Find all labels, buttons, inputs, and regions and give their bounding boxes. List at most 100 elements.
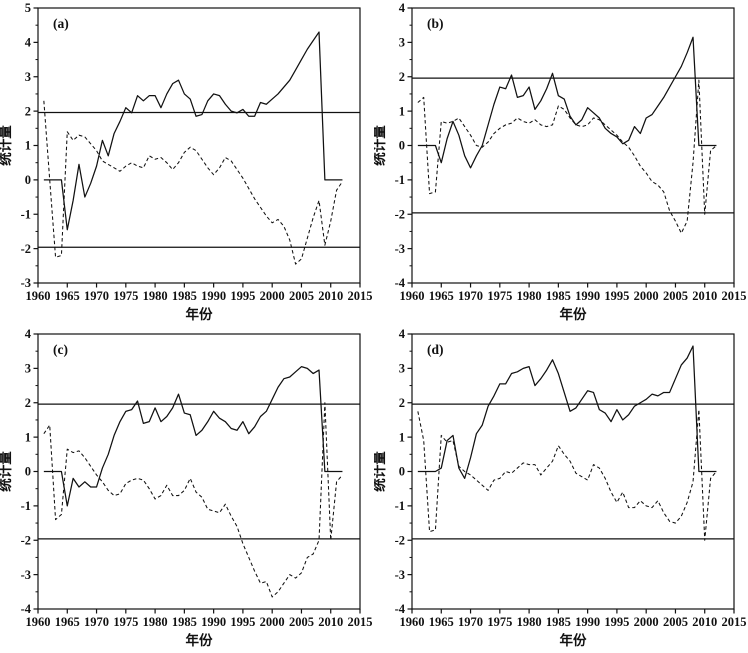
- x-tick-label: 1965: [55, 289, 80, 303]
- x-tick-label: 1980: [517, 289, 542, 303]
- panel-a: -3 -2 -1 0 1 2 3 4 5 1960 1965 1970 1975 1980 1985 1990…: [0, 0, 374, 326]
- x-tick-label: 1975: [487, 289, 512, 303]
- x-axis-title: 年份: [560, 306, 588, 322]
- y-tick-label: -2: [21, 242, 31, 256]
- uf-curve-solid: [43, 31, 343, 231]
- x-tick-label: 2015: [722, 289, 747, 303]
- x-tick-label: 1995: [230, 615, 255, 629]
- x-tick-label: 2000: [634, 615, 659, 629]
- y-tick-label: 2: [399, 70, 405, 84]
- x-axis-title: 年份: [186, 306, 213, 322]
- y-tick-label: -1: [395, 173, 405, 187]
- x-tick-label: 2015: [722, 615, 747, 629]
- plot-frame: [37, 333, 361, 610]
- x-tick-label: 1965: [55, 615, 80, 629]
- y-tick-label: -2: [395, 207, 405, 221]
- x-tick-label: 1990: [201, 615, 226, 629]
- x-tick-label: 2005: [663, 289, 688, 303]
- ub-curve-dashed: [417, 79, 717, 234]
- x-tick-label: 1980: [143, 289, 168, 303]
- uf-curve-solid: [43, 366, 343, 507]
- y-tick-label: 1: [25, 139, 31, 153]
- y-axis-title: 统计量: [0, 451, 13, 492]
- y-tick-label: -3: [395, 242, 405, 256]
- x-tick-label: 2005: [289, 615, 314, 629]
- x-tick-label: 1985: [546, 289, 571, 303]
- x-tick-label: 1985: [172, 289, 197, 303]
- y-tick-label: -3: [21, 276, 31, 290]
- y-tick-label: -1: [21, 499, 31, 513]
- x-axis-title: 年份: [186, 632, 213, 648]
- x-tick-label: 2010: [318, 289, 343, 303]
- ub-curve-dashed: [43, 100, 343, 265]
- y-tick-label: 3: [25, 70, 31, 84]
- y-tick-label: -4: [395, 602, 406, 616]
- x-tick-label: 1995: [604, 615, 629, 629]
- x-tick-label: 1960: [26, 289, 51, 303]
- y-tick-label: 4: [25, 36, 32, 50]
- x-tick-label: 2010: [318, 615, 343, 629]
- x-tick-label: 1985: [546, 615, 571, 629]
- y-tick-label: 5: [25, 1, 31, 15]
- y-tick-label: 2: [399, 396, 405, 410]
- x-axis-title: 年份: [560, 632, 588, 648]
- x-tick-label: 1980: [143, 615, 168, 629]
- y-tick-label: -4: [21, 602, 32, 616]
- uf-curve-solid: [417, 36, 717, 169]
- x-tick-label: 2005: [289, 289, 314, 303]
- y-tick-label: 1: [25, 430, 31, 444]
- x-tick-label: 1975: [113, 615, 138, 629]
- x-tick-label: 2000: [634, 289, 659, 303]
- y-tick-label: 0: [399, 465, 405, 479]
- y-tick-label: 0: [399, 139, 405, 153]
- y-tick-label: 1: [399, 104, 405, 118]
- y-tick-label: -3: [395, 568, 405, 582]
- y-tick-label: -3: [21, 568, 31, 582]
- y-tick-label: -1: [21, 207, 31, 221]
- y-tick-label: 0: [25, 173, 31, 187]
- chart-d: -4 -3 -2 -1 0 1 2 3 4 1960 1965 1970 1975 1980 1985 199…: [374, 327, 747, 648]
- chart-a: -3 -2 -1 0 1 2 3 4 5 1960 1965 1970 1975 1980 1985 1990…: [0, 1, 373, 322]
- panel-b: -4 -3 -2 -1 0 1 2 3 4 1960 1965 1970 1975 1980 1985 199…: [374, 0, 748, 326]
- x-tick-label: 1975: [487, 615, 512, 629]
- y-tick-label: 1: [399, 430, 405, 444]
- x-tick-label: 1970: [84, 615, 109, 629]
- x-tick-label: 1990: [575, 615, 600, 629]
- uf-curve-solid: [417, 345, 717, 480]
- x-tick-label: 1960: [400, 615, 425, 629]
- y-tick-label: -4: [395, 276, 406, 290]
- x-tick-label: 1980: [517, 615, 542, 629]
- chart-b: -4 -3 -2 -1 0 1 2 3 4 1960 1965 1970 1975 1980 1985 199…: [374, 1, 747, 322]
- y-tick-label: -1: [395, 499, 405, 513]
- x-tick-label: 2000: [260, 615, 285, 629]
- y-tick-label: 2: [25, 396, 31, 410]
- y-tick-label: -2: [21, 533, 31, 547]
- y-tick-label: -2: [395, 533, 405, 547]
- y-tick-label: 3: [25, 362, 31, 376]
- y-tick-label: 3: [399, 362, 405, 376]
- panel-c: -4 -3 -2 -1 0 1 2 3 4 1960 1965 1970 1975 1980 1985 199…: [0, 326, 374, 653]
- y-tick-label: 4: [399, 1, 406, 15]
- y-axis-title: 统计量: [0, 125, 13, 166]
- ub-curve-dashed: [417, 409, 717, 541]
- x-tick-label: 1970: [458, 615, 483, 629]
- plot-frame: [37, 7, 361, 284]
- y-axis-title: 统计量: [374, 451, 387, 492]
- x-tick-label: 1990: [575, 289, 600, 303]
- y-tick-label: 2: [25, 104, 31, 118]
- x-tick-label: 1985: [172, 615, 197, 629]
- x-tick-label: 1960: [400, 289, 425, 303]
- panel-label: (b): [427, 16, 444, 31]
- x-tick-label: 1995: [230, 289, 255, 303]
- x-tick-label: 2015: [348, 615, 373, 629]
- panel-d: -4 -3 -2 -1 0 1 2 3 4 1960 1965 1970 1975 1980 1985 199…: [374, 326, 748, 653]
- chart-c: -4 -3 -2 -1 0 1 2 3 4 1960 1965 1970 1975 1980 1985 199…: [0, 327, 373, 648]
- x-tick-label: 1995: [604, 289, 629, 303]
- x-tick-label: 1960: [26, 615, 51, 629]
- plot-frame: [411, 7, 735, 284]
- panel-label: (a): [53, 16, 69, 31]
- y-axis-title: 统计量: [374, 125, 387, 166]
- x-tick-label: 1970: [458, 289, 483, 303]
- panel-label: (c): [53, 342, 68, 357]
